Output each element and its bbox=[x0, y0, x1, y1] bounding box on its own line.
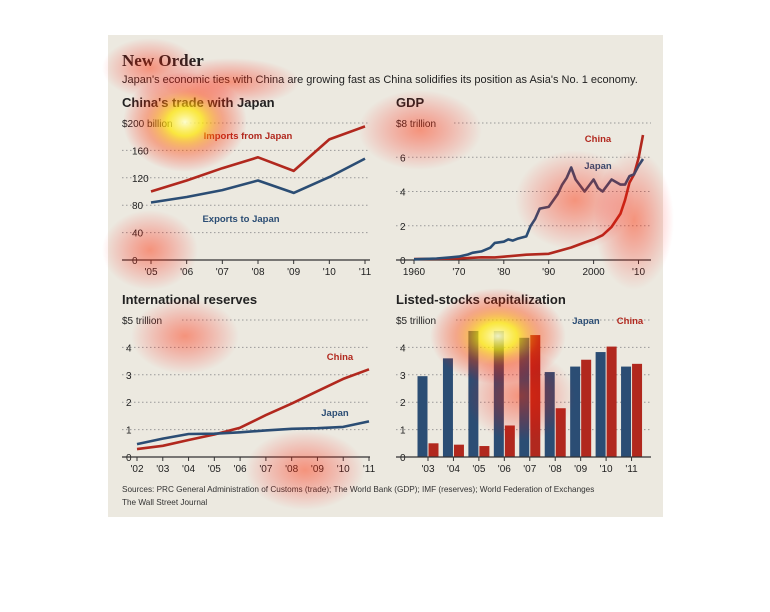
gdp-china-label: China bbox=[585, 134, 612, 145]
stocks-ytick-label: 1 bbox=[400, 426, 406, 437]
infographic-panel: New Order Japan's economic ties with Chi… bbox=[108, 35, 663, 517]
publisher-credit: The Wall Street Journal bbox=[122, 498, 207, 507]
reserves-xtick-label: '11 bbox=[363, 464, 376, 475]
stocks-bar-japan bbox=[595, 352, 606, 457]
stocks-bar-china bbox=[504, 425, 515, 457]
stocks-japan-legend: Japan bbox=[572, 316, 600, 327]
gdp-chart-title: GDP bbox=[396, 95, 425, 110]
gdp-xtick-label: 2000 bbox=[582, 267, 605, 278]
trade-xtick-label: '08 bbox=[251, 267, 264, 278]
reserves-chart-title: International reserves bbox=[122, 292, 257, 307]
reserves-xtick-label: '06 bbox=[234, 464, 247, 475]
reserves-xtick-label: '05 bbox=[208, 464, 221, 475]
reserves-xtick-label: '02 bbox=[130, 464, 143, 475]
gdp-xtick-label: '80 bbox=[497, 267, 510, 278]
stocks-bar-japan bbox=[442, 358, 453, 457]
trade-ytick-label: 40 bbox=[132, 229, 144, 240]
stocks-xtick-label: '08 bbox=[549, 464, 562, 475]
stocks-bar-china bbox=[632, 363, 643, 457]
stocks-bar-japan bbox=[519, 337, 530, 457]
trade-xtick-label: '07 bbox=[216, 267, 229, 278]
reserves-series-china-line bbox=[136, 368, 370, 451]
reserves-japan-label: Japan bbox=[321, 408, 349, 419]
stocks-xtick-label: '06 bbox=[498, 464, 511, 475]
stocks-bar-china bbox=[479, 446, 490, 457]
gdp-ytick-label: 2 bbox=[400, 222, 406, 233]
stocks-chart-title: Listed-stocks capitalization bbox=[396, 292, 566, 307]
trade-xtick-label: '09 bbox=[287, 267, 300, 278]
stocks-bar-japan bbox=[544, 372, 555, 457]
gdp-unit-label: $8 trillion bbox=[396, 119, 436, 130]
stocks-bar-japan bbox=[468, 330, 479, 457]
infographic-svg: New Order Japan's economic ties with Chi… bbox=[108, 35, 663, 517]
trade-xtick-label: '11 bbox=[359, 267, 372, 278]
stocks-xtick-label: '05 bbox=[472, 464, 485, 475]
stocks-bar-japan bbox=[417, 376, 428, 457]
gdp-ytick-label: 0 bbox=[400, 256, 406, 267]
page-title: New Order bbox=[122, 51, 204, 70]
stocks-ytick-label: 3 bbox=[400, 371, 406, 382]
gdp-xtick-label: '70 bbox=[452, 267, 465, 278]
trade-xtick-label: '06 bbox=[180, 267, 193, 278]
stocks-china-legend: China bbox=[617, 316, 644, 327]
reserves-ytick-label: 4 bbox=[126, 343, 132, 354]
sources-note: Sources: PRC General Administration of C… bbox=[122, 485, 594, 494]
reserves-unit-label: $5 trillion bbox=[122, 316, 162, 327]
reserves-xtick-label: '07 bbox=[259, 464, 272, 475]
gdp-xtick-label: 1960 bbox=[403, 267, 426, 278]
stocks-unit-label: $5 trillion bbox=[396, 316, 436, 327]
stocks-bar-china bbox=[581, 359, 592, 457]
reserves-xtick-label: '09 bbox=[311, 464, 324, 475]
trade-ytick-label: 120 bbox=[132, 174, 149, 185]
stocks-bar-china bbox=[555, 408, 566, 457]
stocks-bar-japan bbox=[570, 366, 581, 457]
reserves-xtick-label: '04 bbox=[182, 464, 195, 475]
stocks-xtick-label: '07 bbox=[523, 464, 536, 475]
stocks-bar-china bbox=[428, 443, 439, 457]
stocks-xtick-label: '03 bbox=[421, 464, 434, 475]
page-subtitle: Japan's economic ties with China are gro… bbox=[122, 74, 638, 86]
trade-series-exports-to-japan-line bbox=[150, 157, 366, 204]
trade-chart-title: China's trade with Japan bbox=[122, 95, 275, 110]
reserves-xtick-label: '10 bbox=[337, 464, 350, 475]
stocks-bar-china bbox=[606, 346, 617, 457]
trade-xtick-label: '05 bbox=[144, 267, 157, 278]
trade-unit-label: $200 billion bbox=[122, 119, 173, 130]
gdp-japan-label: Japan bbox=[584, 161, 612, 172]
reserves-ytick-label: 1 bbox=[126, 426, 132, 437]
trade-ytick-label: 0 bbox=[132, 256, 138, 267]
trade-series-imports-from-japan-line bbox=[150, 125, 366, 193]
gdp-ytick-label: 4 bbox=[400, 188, 406, 199]
stocks-bar-japan bbox=[493, 330, 504, 457]
gdp-xtick-label: '90 bbox=[542, 267, 555, 278]
gdp-ytick-label: 6 bbox=[400, 153, 406, 164]
stocks-ytick-label: 4 bbox=[400, 343, 406, 354]
reserves-xtick-label: '03 bbox=[156, 464, 169, 475]
stocks-xtick-label: '09 bbox=[574, 464, 587, 475]
reserves-china-label: China bbox=[327, 352, 354, 363]
gdp-xtick-label: '10 bbox=[632, 267, 645, 278]
reserves-ytick-label: 3 bbox=[126, 371, 132, 382]
trade-imports-label: Imports from Japan bbox=[204, 131, 293, 142]
stocks-xtick-label: '10 bbox=[600, 464, 613, 475]
reserves-xtick-label: '08 bbox=[285, 464, 298, 475]
trade-ytick-label: 80 bbox=[132, 201, 144, 212]
stocks-bar-china bbox=[453, 444, 464, 457]
reserves-ytick-label: 2 bbox=[126, 398, 132, 409]
reserves-ytick-label: 0 bbox=[126, 453, 132, 464]
trade-xtick-label: '10 bbox=[323, 267, 336, 278]
stocks-bar-china bbox=[530, 335, 541, 457]
stocks-xtick-label: '11 bbox=[625, 464, 638, 475]
stocks-ytick-label: 2 bbox=[400, 398, 406, 409]
stocks-xtick-label: '04 bbox=[447, 464, 460, 475]
trade-exports-label: Exports to Japan bbox=[202, 214, 279, 225]
stocks-ytick-label: 0 bbox=[400, 453, 406, 464]
stocks-bar-japan bbox=[621, 366, 632, 457]
trade-ytick-label: 160 bbox=[132, 146, 149, 157]
